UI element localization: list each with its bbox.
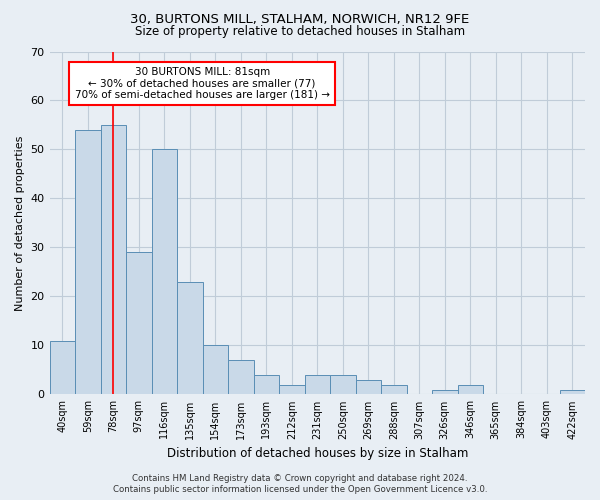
Bar xyxy=(50,340,75,394)
Y-axis label: Number of detached properties: Number of detached properties xyxy=(15,136,25,310)
Bar xyxy=(254,375,279,394)
X-axis label: Distribution of detached houses by size in Stalham: Distribution of detached houses by size … xyxy=(167,447,468,460)
Text: Size of property relative to detached houses in Stalham: Size of property relative to detached ho… xyxy=(135,25,465,38)
Bar xyxy=(330,375,356,394)
Text: 30, BURTONS MILL, STALHAM, NORWICH, NR12 9FE: 30, BURTONS MILL, STALHAM, NORWICH, NR12… xyxy=(130,12,470,26)
Bar xyxy=(560,390,585,394)
Bar xyxy=(152,150,177,394)
Bar xyxy=(279,384,305,394)
Bar xyxy=(432,390,458,394)
Bar xyxy=(381,384,407,394)
Bar xyxy=(75,130,101,394)
Text: 30 BURTONS MILL: 81sqm
← 30% of detached houses are smaller (77)
70% of semi-det: 30 BURTONS MILL: 81sqm ← 30% of detached… xyxy=(74,67,329,100)
Bar xyxy=(101,125,126,394)
Bar xyxy=(228,360,254,394)
Text: Contains HM Land Registry data © Crown copyright and database right 2024.
Contai: Contains HM Land Registry data © Crown c… xyxy=(113,474,487,494)
Bar xyxy=(177,282,203,395)
Bar xyxy=(126,252,152,394)
Bar xyxy=(458,384,483,394)
Bar xyxy=(203,346,228,395)
Bar xyxy=(356,380,381,394)
Bar xyxy=(305,375,330,394)
